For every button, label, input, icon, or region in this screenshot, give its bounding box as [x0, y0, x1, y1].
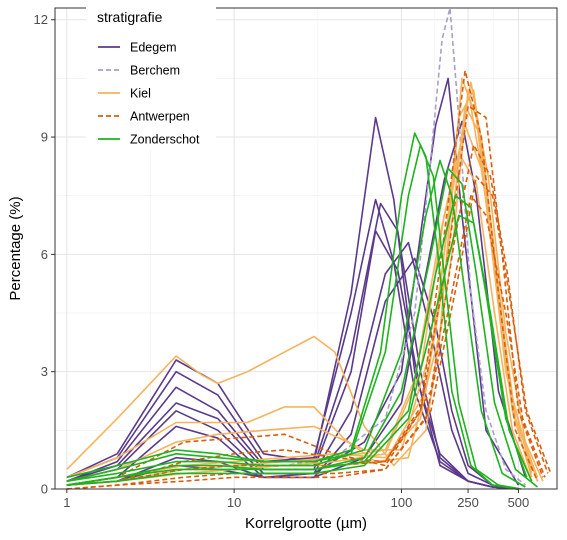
curve-zonderschot — [66, 132, 519, 490]
legend-label-edegem: Edegem — [130, 41, 177, 55]
curve-edegem — [66, 241, 519, 490]
legend-background — [86, 4, 216, 150]
curve-edegem — [66, 230, 519, 490]
curve-zonderschot — [66, 167, 538, 488]
curve-edegem — [66, 257, 519, 490]
x-tick-label: 100 — [391, 495, 413, 510]
x-tick-label: 10 — [227, 495, 241, 510]
curve-zonderschot — [66, 214, 533, 486]
curve-kiel — [66, 89, 533, 474]
curve-antwerpen — [66, 105, 544, 486]
curve-antwerpen — [66, 69, 539, 486]
legend-label-zonderschot: Zonderschot — [130, 133, 200, 147]
plot-panel-border — [54, 7, 558, 490]
curve-edegem — [66, 77, 520, 486]
curve-antwerpen — [66, 194, 546, 490]
axes: 0 3 6 9 12 1 10 100 250 500 — [34, 12, 530, 510]
x-axis-title: Korrelgrootte (µm) — [245, 515, 367, 532]
y-tick-label: 3 — [41, 364, 48, 379]
curve-edegem — [66, 202, 519, 490]
legend-label-berchem: Berchem — [130, 64, 180, 78]
curve-zonderschot — [66, 159, 526, 488]
legend-title: stratigrafie — [97, 9, 163, 25]
legend-label-antwerpen: Antwerpen — [130, 110, 190, 124]
legend-label-kiel: Kiel — [130, 87, 151, 101]
curve-zonderschot — [66, 144, 522, 490]
y-tick-label: 9 — [41, 130, 48, 145]
x-tick-label: 500 — [508, 495, 530, 510]
y-tick-label: 12 — [34, 12, 48, 27]
y-axis-title: Percentage (%) — [7, 196, 24, 300]
y-tick-label: 0 — [41, 482, 48, 497]
legend: stratigrafie Edegem Berchem Kiel Antwerpen Z… — [86, 4, 216, 150]
x-tick-label: 1 — [63, 495, 70, 510]
y-tick-label: 6 — [41, 247, 48, 262]
curve-antwerpen — [66, 144, 549, 486]
x-tick-label: 250 — [457, 495, 479, 510]
data-curves — [66, 7, 552, 490]
